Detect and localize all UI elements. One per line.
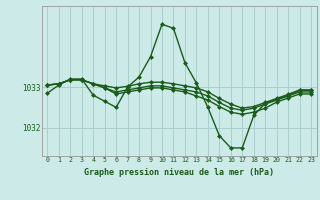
X-axis label: Graphe pression niveau de la mer (hPa): Graphe pression niveau de la mer (hPa) (84, 168, 274, 177)
